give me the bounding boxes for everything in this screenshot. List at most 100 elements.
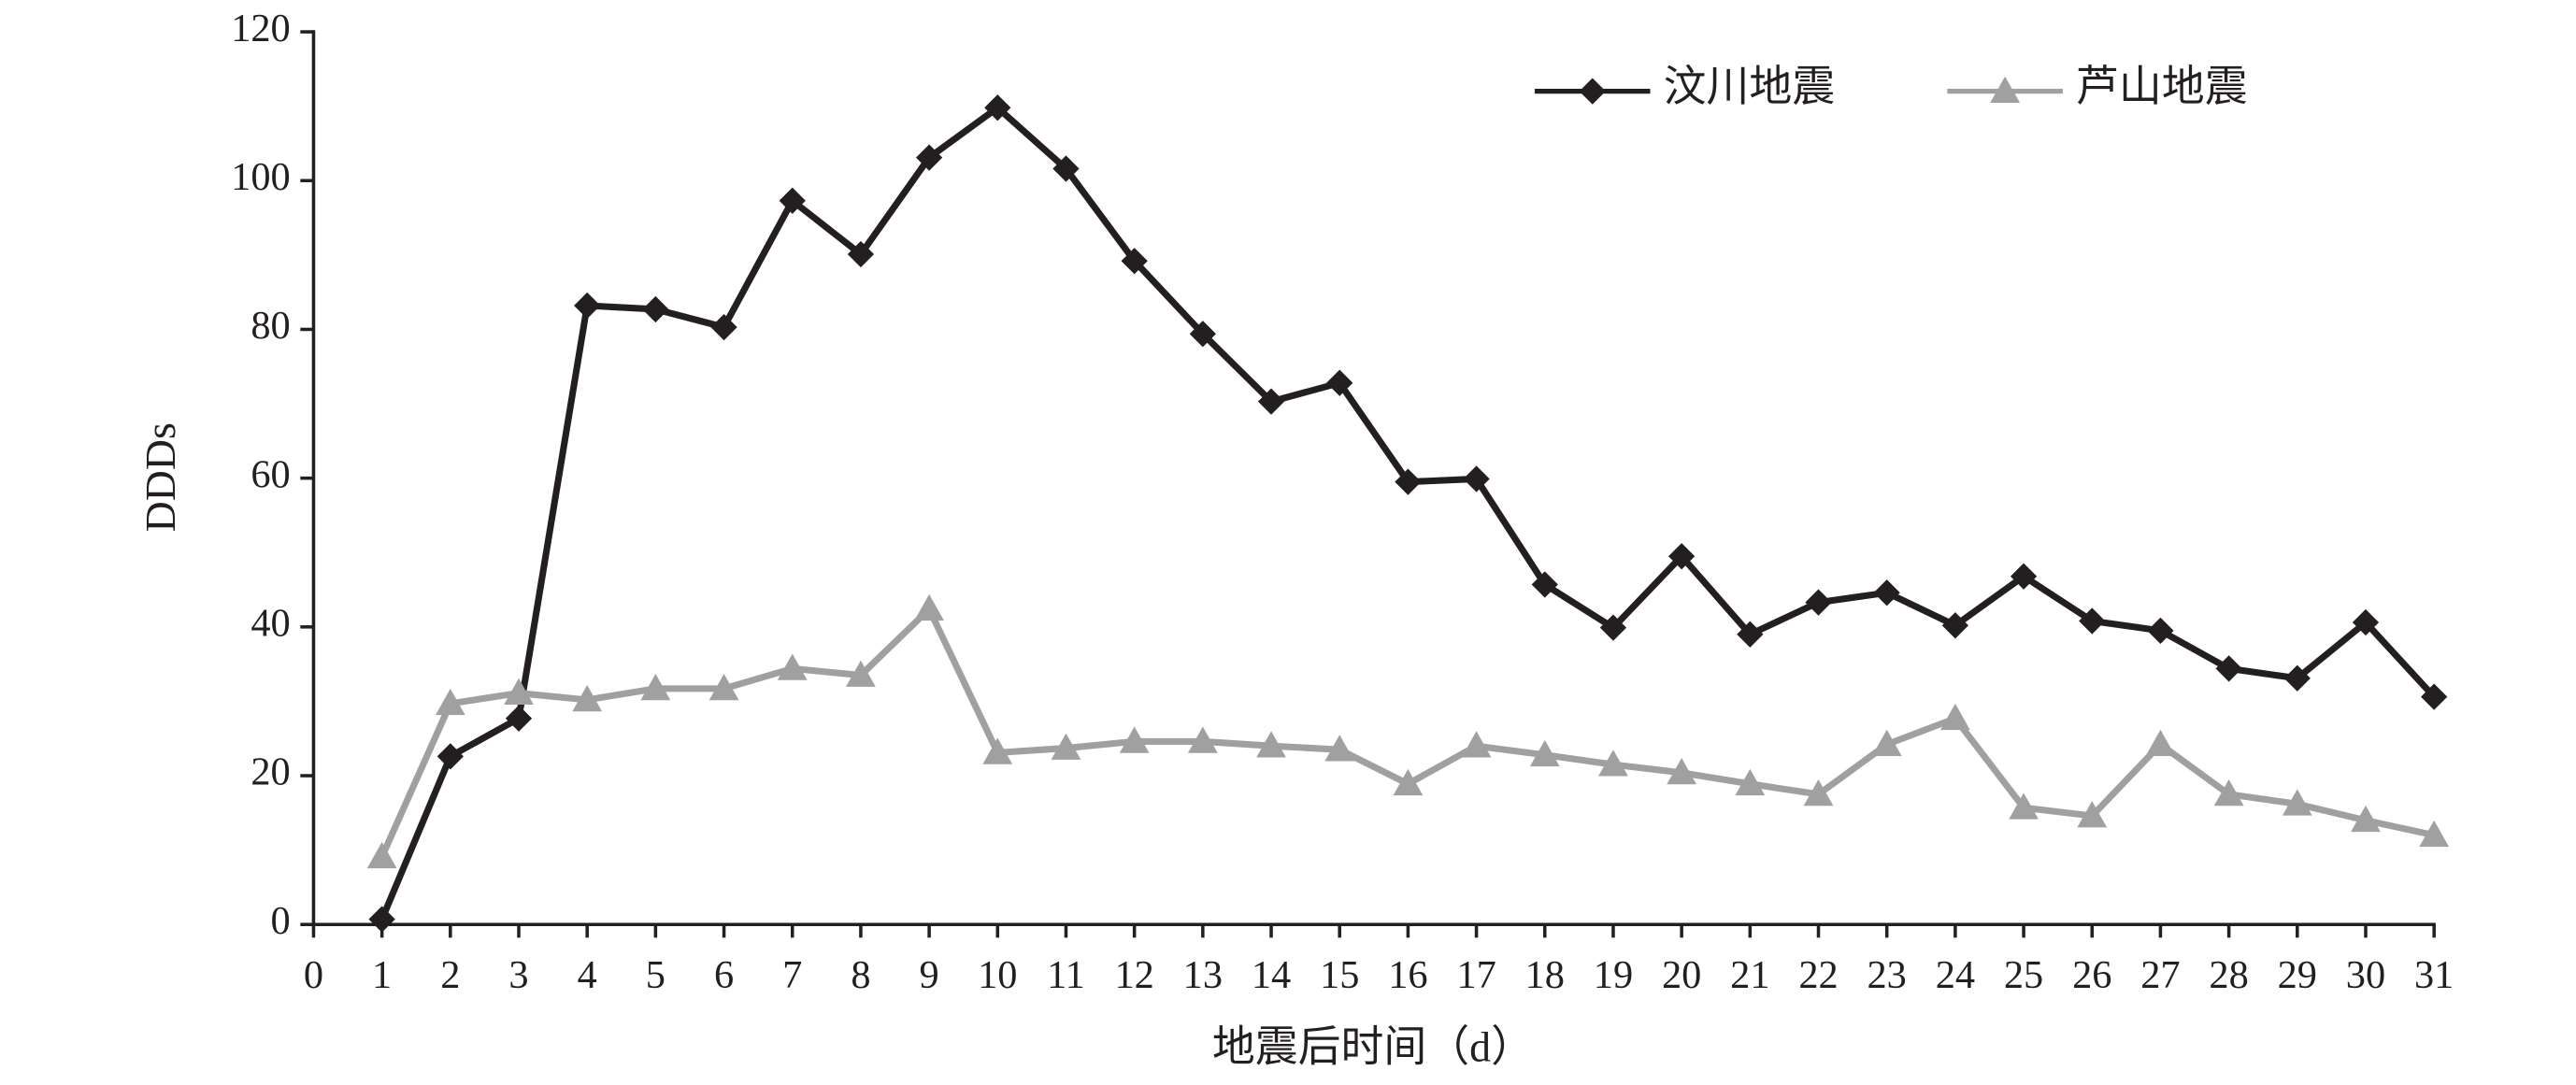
series-line bbox=[379, 606, 2435, 859]
x-tick-label: 8 bbox=[851, 953, 870, 997]
x-axis-label: 地震后时间（d） bbox=[1212, 1023, 1534, 1071]
x-tick-label: 30 bbox=[2346, 953, 2385, 997]
data-point bbox=[2351, 805, 2381, 833]
y-tick-label: 80 bbox=[250, 304, 290, 348]
y-tick-label: 0 bbox=[271, 899, 291, 943]
x-tick-label: 29 bbox=[2278, 953, 2317, 997]
data-point bbox=[1463, 465, 1490, 493]
x-tick-label: 23 bbox=[1868, 953, 1907, 997]
data-point bbox=[982, 737, 1013, 764]
data-point bbox=[1324, 735, 1355, 762]
x-tick-label: 9 bbox=[920, 953, 939, 997]
legend-label: 汶川地震 bbox=[1664, 63, 1836, 110]
data-point bbox=[2077, 801, 2108, 828]
data-point bbox=[436, 743, 464, 770]
data-point bbox=[1667, 757, 1697, 785]
legend-marker bbox=[1990, 76, 2021, 103]
data-point bbox=[504, 678, 534, 706]
data-point bbox=[368, 906, 395, 933]
x-tick-label: 14 bbox=[1252, 953, 1291, 997]
x-tick-label: 6 bbox=[714, 953, 734, 997]
data-point bbox=[2215, 655, 2242, 682]
x-tick-label: 5 bbox=[646, 953, 665, 997]
data-point bbox=[2421, 683, 2448, 710]
data-point bbox=[1803, 779, 1834, 807]
y-tick-label: 60 bbox=[250, 452, 290, 496]
legend-label: 芦山地震 bbox=[2076, 63, 2248, 110]
data-point bbox=[2283, 664, 2311, 692]
data-point bbox=[1871, 729, 1902, 756]
x-tick-label: 1 bbox=[372, 953, 392, 997]
x-tick-label: 2 bbox=[440, 953, 460, 997]
x-tick-label: 12 bbox=[1114, 953, 1153, 997]
x-tick-label: 11 bbox=[1047, 953, 1085, 997]
data-point bbox=[1052, 155, 1080, 182]
legend-marker bbox=[1579, 78, 1606, 105]
data-point bbox=[574, 292, 601, 320]
x-tick-label: 20 bbox=[1662, 953, 1701, 997]
x-tick-label: 21 bbox=[1730, 953, 1769, 997]
y-tick-label: 120 bbox=[231, 7, 291, 50]
data-point bbox=[708, 674, 739, 701]
data-point bbox=[1189, 321, 1216, 348]
data-point bbox=[2419, 820, 2450, 848]
x-tick-label: 25 bbox=[2004, 953, 2043, 997]
data-point bbox=[1805, 589, 1832, 616]
x-tick-label: 0 bbox=[304, 953, 323, 997]
data-point bbox=[1939, 703, 1970, 731]
data-point bbox=[1598, 750, 1628, 777]
x-tick-label: 24 bbox=[1936, 953, 1975, 997]
data-point bbox=[710, 313, 737, 341]
data-point bbox=[2145, 729, 2176, 756]
data-point bbox=[2147, 617, 2174, 644]
x-tick-label: 19 bbox=[1594, 953, 1633, 997]
y-axis-label: DDDs bbox=[136, 422, 184, 532]
y-tick-label: 20 bbox=[250, 750, 290, 794]
x-tick-label: 13 bbox=[1183, 953, 1223, 997]
y-tick-label: 100 bbox=[231, 155, 291, 199]
x-tick-label: 15 bbox=[1320, 953, 1359, 997]
data-point bbox=[435, 688, 465, 716]
data-point bbox=[1187, 726, 1218, 753]
data-point bbox=[1257, 388, 1285, 415]
data-point bbox=[1256, 731, 1286, 758]
x-tick-label: 28 bbox=[2209, 953, 2248, 997]
data-point bbox=[1051, 733, 1081, 760]
x-tick-label: 27 bbox=[2140, 953, 2180, 997]
data-point bbox=[777, 653, 808, 680]
data-point bbox=[505, 705, 533, 732]
x-tick-label: 22 bbox=[1798, 953, 1838, 997]
x-tick-label: 26 bbox=[2072, 953, 2111, 997]
data-point bbox=[2282, 789, 2312, 816]
data-point bbox=[1119, 726, 1150, 753]
data-point bbox=[2079, 607, 2106, 635]
series-line bbox=[379, 104, 2437, 921]
data-point bbox=[2213, 779, 2244, 807]
y-tick-label: 40 bbox=[250, 602, 290, 646]
data-point bbox=[1737, 621, 1764, 648]
data-point bbox=[984, 94, 1011, 121]
x-tick-label: 7 bbox=[782, 953, 802, 997]
data-point bbox=[572, 684, 603, 712]
data-point bbox=[642, 295, 669, 323]
data-point bbox=[1395, 468, 1422, 495]
x-tick-label: 16 bbox=[1388, 953, 1427, 997]
x-tick-label: 31 bbox=[2414, 953, 2454, 997]
data-point bbox=[640, 674, 671, 701]
x-tick-label: 17 bbox=[1456, 953, 1496, 997]
data-point bbox=[1461, 731, 1492, 758]
data-point bbox=[1735, 768, 1766, 796]
x-tick-label: 18 bbox=[1525, 953, 1565, 997]
data-point bbox=[779, 187, 806, 214]
x-tick-label: 3 bbox=[508, 953, 528, 997]
data-point bbox=[914, 593, 944, 621]
data-point bbox=[366, 841, 397, 869]
x-tick-label: 10 bbox=[978, 953, 1017, 997]
data-point bbox=[1529, 739, 1560, 767]
x-tick-label: 4 bbox=[578, 953, 597, 997]
data-point bbox=[2009, 792, 2039, 820]
data-point bbox=[1668, 543, 1696, 570]
data-point bbox=[846, 660, 876, 687]
data-point bbox=[1393, 768, 1424, 796]
